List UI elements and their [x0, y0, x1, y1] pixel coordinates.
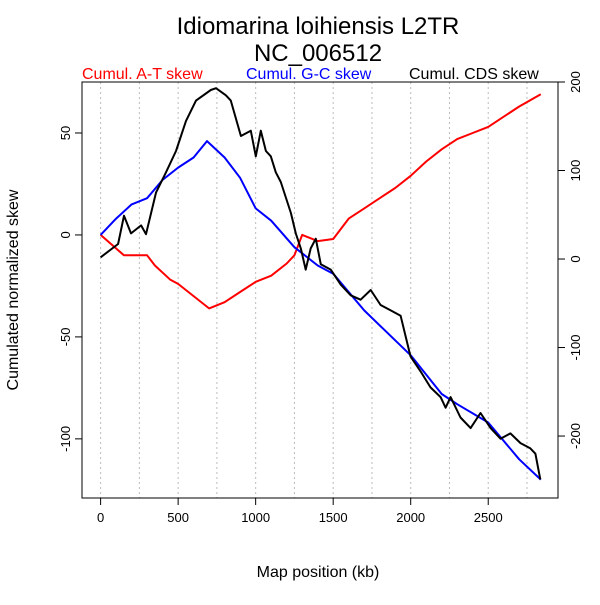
- legend-at-skew: Cumul. A-T skew: [82, 66, 203, 83]
- y-tick-label: 50: [58, 126, 73, 140]
- y2-tick-label: 200: [568, 71, 583, 93]
- y2-tick-label: -100: [568, 335, 583, 361]
- plot-frame: [81, 81, 559, 499]
- chart-title: Idiomarina loihiensis L2TR: [177, 13, 460, 40]
- x-tick-label: 2000: [396, 510, 425, 525]
- x-tick-label: 500: [167, 510, 189, 525]
- x-tick-label: 0: [97, 510, 104, 525]
- y-tick-label: 0: [58, 231, 73, 238]
- x-tick-label: 1500: [319, 510, 348, 525]
- x-axis-label: Map position (kb): [257, 564, 380, 581]
- series-line-2: [99, 87, 542, 480]
- y-tick-label: -50: [58, 328, 73, 347]
- legend-cds-skew: Cumul. CDS skew: [409, 66, 539, 83]
- x-tick-label: 2500: [474, 510, 503, 525]
- chart-subtitle: NC_006512: [254, 40, 382, 67]
- y2-tick-label: 100: [568, 160, 583, 182]
- x-tick-label: 1000: [241, 510, 270, 525]
- y-tick-label: -100: [58, 426, 73, 452]
- y2-tick-label: -200: [568, 423, 583, 449]
- series-line-1: [99, 140, 542, 481]
- series-line-0: [99, 93, 542, 310]
- y-axis-label: Cumulated normalized skew: [5, 189, 22, 390]
- legend-gc-skew: Cumul. G-C skew: [246, 66, 372, 83]
- y2-tick-label: 0: [568, 255, 583, 262]
